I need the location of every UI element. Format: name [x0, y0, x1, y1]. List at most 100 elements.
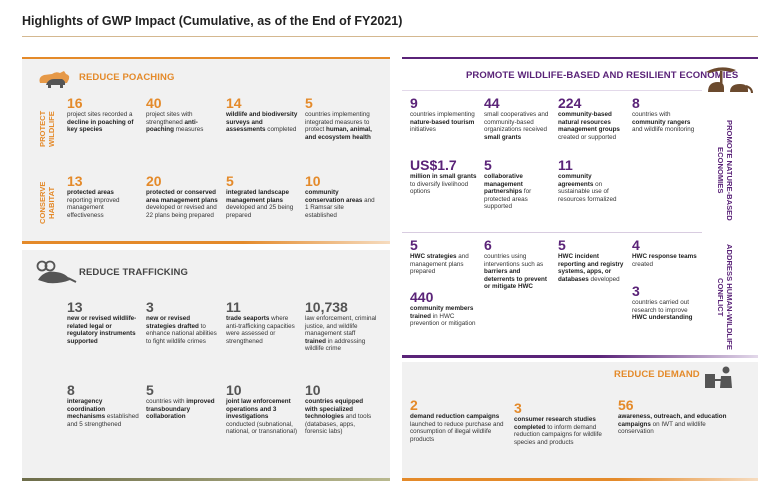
trafficking-bottom-rule [22, 478, 390, 481]
savanna-elephants-icon [706, 67, 753, 94]
stat-description: joint law enforcement operations and 3 i… [226, 398, 298, 436]
demand-bottom-rule [402, 478, 758, 481]
stat-number: 20 [146, 173, 162, 189]
label-nature-based-economies: PROMOTE NATURE-BASED ECONOMIES [716, 119, 734, 221]
pangolin-handcuffs-icon [36, 260, 77, 284]
stat-description: wildlife and biodiversity surveys and as… [226, 111, 298, 134]
economy-stat: 224 community-based natural resources man… [558, 96, 626, 141]
label-protect-wildlife: PROTECT WILDLIFE [38, 110, 56, 148]
economies-top-rule [402, 57, 758, 59]
poaching-stat: 5 countries implementing integrated measu… [305, 96, 377, 141]
stat-description: countries with community rangers and wil… [632, 111, 695, 134]
page-title: Highlights of GWP Impact (Cumulative, as… [22, 14, 403, 28]
stat-description: integrated landscape management plans de… [226, 189, 294, 219]
stat-number: 14 [226, 95, 242, 111]
stat-description: law enforcement, criminal justice, and w… [305, 315, 377, 353]
poaching-top-rule [22, 57, 390, 59]
stat-number: 5 [146, 382, 154, 398]
stat-description: consumer research studies completed to i… [514, 416, 602, 446]
conflict-stat: 4 HWC response teams created [632, 238, 700, 268]
trafficking-panel [22, 250, 390, 480]
poaching-bottom-rule [22, 241, 390, 244]
poaching-panel [22, 57, 390, 243]
stat-description: community-based natural resources manage… [558, 111, 620, 141]
trafficking-stat: 10 joint law enforcement operations and 3… [226, 383, 298, 436]
stat-description: project sites with strengthened anti-poa… [146, 111, 204, 134]
trafficking-stat: 10,738 law enforcement, criminal justice,… [305, 300, 377, 353]
habitat-stat: 20 protected or conserved area management… [146, 174, 218, 219]
stat-description: protected or conserved area management p… [146, 189, 218, 219]
stat-number: 10 [305, 173, 321, 189]
demand-stat: 3 consumer research studies completed to … [514, 401, 614, 446]
trafficking-stat: 5 countries with improved transboundary c… [146, 383, 218, 421]
stat-number: 11 [558, 157, 573, 173]
label-human-wildlife-conflict: ADDRESS HUMAN-WILDLIFE CONFLICT [716, 244, 734, 350]
poaching-stat: 16 project sites recorded a decline in po… [67, 96, 139, 134]
stat-number: 8 [632, 95, 640, 111]
stat-number: 13 [67, 173, 83, 189]
stat-number: 3 [514, 400, 522, 416]
stat-description: HWC response teams created [632, 253, 697, 268]
stat-description: community members trained in HWC prevent… [410, 305, 476, 328]
stat-number: 5 [305, 95, 313, 111]
stat-number: 13 [67, 299, 83, 315]
stat-description: interagency coordination mechanisms esta… [67, 398, 139, 428]
stat-number: 3 [632, 283, 640, 299]
stat-description: awareness, outreach, and education campa… [618, 413, 727, 436]
stat-description: trade seaports where anti-trafficking ca… [226, 315, 295, 345]
conflict-stat: 5 HWC incident reporting and registry sys… [558, 238, 626, 283]
stat-number: 9 [410, 95, 418, 111]
stat-number: 5 [410, 237, 418, 253]
stat-number: 5 [484, 157, 492, 173]
conflict-stat: 440 community members trained in HWC prev… [410, 290, 478, 328]
conflict-bottom-rule [402, 355, 758, 358]
demand-stat: 56 awareness, outreach, and education cam… [618, 398, 736, 436]
stat-number: 5 [226, 173, 234, 189]
stat-description: community agreements on sustainable use … [558, 173, 617, 203]
economies-divider [402, 232, 702, 233]
trafficking-heading: REDUCE TRAFFICKING [79, 267, 188, 278]
stat-number: 224 [558, 95, 582, 111]
economy-stat: 11 community agreements on sustainable us… [558, 158, 626, 203]
stat-number: 440 [410, 289, 434, 305]
stat-description: protected areas reporting improved manag… [67, 189, 120, 219]
habitat-stat: 5 integrated landscape management plans d… [226, 174, 298, 219]
stat-number: 6 [484, 237, 492, 253]
stat-description: countries using interventions such as ba… [484, 253, 547, 291]
stat-description: new or revised wildlife-related legal or… [67, 315, 137, 345]
stat-description: HWC incident reporting and registry syst… [558, 253, 624, 283]
rhino-hand-icon [39, 71, 70, 88]
trafficking-stat: 8 interagency coordination mechanisms est… [67, 383, 139, 428]
stat-number: 10 [305, 382, 321, 398]
label-conserve-habitat: CONSERVE HABITAT [38, 181, 56, 225]
stat-number: 4 [632, 237, 640, 253]
title-rule [22, 36, 758, 37]
stat-description: small cooperatives and community-based o… [484, 111, 549, 141]
trafficking-stat: 3 new or revised strategies drafted to en… [146, 300, 218, 345]
stat-description: million in small grants to diversify liv… [410, 173, 477, 196]
stat-number: 2 [410, 397, 418, 413]
stat-description: countries implementing integrated measur… [305, 111, 372, 141]
demand-stat: 2 demand reduction campaigns launched to … [410, 398, 510, 443]
trafficking-stat: 13 new or revised wildlife-related legal … [67, 300, 139, 345]
trafficking-stat: 11 trade seaports where anti-trafficking … [226, 300, 298, 345]
stat-description: countries equipped with specialized tech… [305, 398, 372, 436]
stat-number: 44 [484, 95, 500, 111]
economy-stat: 8 countries with community rangers and wi… [632, 96, 700, 134]
stat-number: 40 [146, 95, 162, 111]
economy-stat: 5 collaborative management partnerships f… [484, 158, 552, 211]
poaching-stat: 40 project sites with strengthened anti-p… [146, 96, 218, 134]
stat-description: countries carried out research to improv… [632, 299, 693, 322]
stat-description: HWC strategies and management plans prep… [410, 253, 469, 276]
demand-panel [402, 362, 758, 480]
economy-stat: 44 small cooperatives and community-based… [484, 96, 552, 141]
stat-number: 3 [146, 299, 154, 315]
stat-number: 56 [618, 397, 634, 413]
stat-description: project sites recorded a decline in poac… [67, 111, 134, 134]
economy-stat: US$1.7 million in small grants to diversi… [410, 158, 478, 196]
stat-number: 10,738 [305, 299, 348, 315]
stat-number: 11 [226, 299, 241, 315]
stat-number: 5 [558, 237, 566, 253]
stat-number: 16 [67, 95, 83, 111]
habitat-stat: 10 community conservation areas and 1 Ram… [305, 174, 377, 219]
